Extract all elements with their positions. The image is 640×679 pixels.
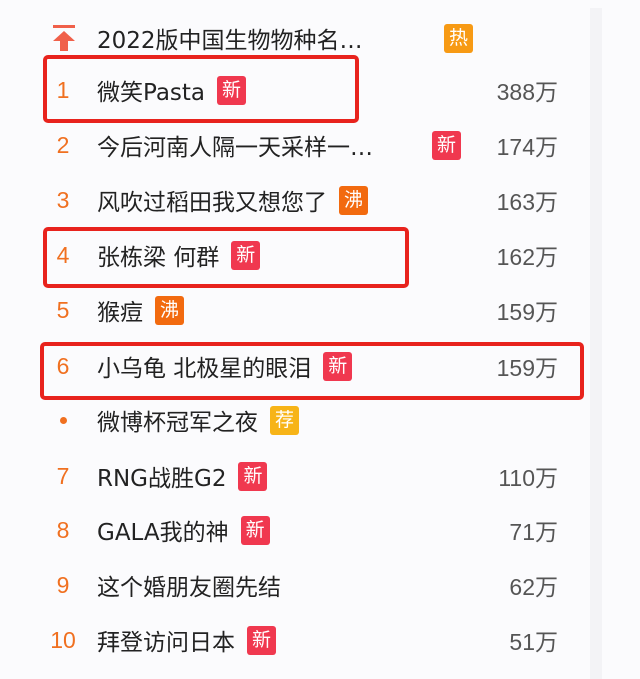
tag-badge: 新 xyxy=(323,351,353,381)
item-title[interactable]: 这个婚朋友圈先结 xyxy=(97,568,281,602)
item-title[interactable]: 微笑Pasta 新 xyxy=(97,73,247,107)
rank-number: 8 xyxy=(56,516,70,543)
heat-count: 388万 xyxy=(496,79,558,105)
hot-search-item[interactable]: 1 微笑Pasta 新 388万 xyxy=(0,63,590,117)
rank-number: 10 xyxy=(50,626,76,653)
hot-badge: 热 xyxy=(444,23,473,53)
item-title-text: 微博杯冠军之夜 xyxy=(97,410,258,436)
heat-count: 71万 xyxy=(509,519,558,545)
item-title[interactable]: 猴痘沸 xyxy=(97,293,184,327)
hot-search-item[interactable]: 2 今后河南人隔一天采样一… 新 174万 xyxy=(0,118,590,172)
tag-badge: 新 xyxy=(231,240,261,270)
heat-count: 62万 xyxy=(509,574,558,600)
item-title-text: 张栋梁 何群 xyxy=(97,245,220,271)
rank-number: 9 xyxy=(56,571,70,598)
item-title[interactable]: 今后河南人隔一天采样一… 新 xyxy=(97,128,461,162)
item-title-text: 风吹过稻田我又想您了 xyxy=(97,190,327,216)
rank-number: 2 xyxy=(56,131,70,158)
item-title-text: RNG战胜G2 xyxy=(97,466,227,492)
promoted-dot-icon xyxy=(59,416,67,424)
tag-badge: 新 xyxy=(240,515,270,545)
item-title-text: 今后河南人隔一天采样一… xyxy=(97,135,373,161)
rank-number: 1 xyxy=(56,76,70,103)
hot-search-item[interactable]: 4 张栋梁 何群新 162万 xyxy=(0,228,590,282)
item-title[interactable]: 风吹过稻田我又想您了沸 xyxy=(97,183,368,217)
item-title[interactable]: GALA我的神新 xyxy=(97,513,270,547)
rank-number xyxy=(40,416,86,424)
item-title[interactable]: 张栋梁 何群新 xyxy=(97,238,261,272)
item-title-text: 小乌龟 北极星的眼泪 xyxy=(97,356,312,382)
pin-top-icon xyxy=(53,25,75,51)
tag-badge: 沸 xyxy=(155,295,184,325)
heat-count: 159万 xyxy=(496,299,558,325)
tag-badge: 沸 xyxy=(339,185,368,215)
tag-badge: 新 xyxy=(238,461,268,491)
pinned-title-text: 2022版中国生物物种名… xyxy=(97,28,363,54)
rank-number: 5 xyxy=(56,296,70,323)
rank-number: 3 xyxy=(56,186,70,213)
hot-search-item[interactable]: 3 风吹过稻田我又想您了沸 163万 xyxy=(0,173,590,227)
heat-count: 162万 xyxy=(496,244,558,270)
tag-badge: 新 xyxy=(247,625,276,655)
hot-search-item[interactable]: 9 这个婚朋友圈先结 62万 xyxy=(0,558,590,612)
tag-badge: 荐 xyxy=(270,405,299,435)
heat-count: 159万 xyxy=(496,355,558,381)
item-title[interactable]: 拜登访问日本新 xyxy=(97,623,276,657)
item-title[interactable]: 小乌龟 北极星的眼泪新 xyxy=(97,349,353,383)
item-title-text: 拜登访问日本 xyxy=(97,630,235,656)
hot-search-item[interactable]: 10 拜登访问日本新 51万 xyxy=(0,613,590,667)
item-title-text: GALA我的神 xyxy=(97,520,229,546)
item-title-text: 猴痘 xyxy=(97,300,143,326)
hot-search-item[interactable]: 5 猴痘沸 159万 xyxy=(0,283,590,337)
heat-count: 110万 xyxy=(498,465,558,491)
tag-badge: 新 xyxy=(432,130,461,160)
scrollbar-track[interactable] xyxy=(590,8,602,679)
pinned-item[interactable]: 2022版中国生物物种名… 热 xyxy=(0,11,590,65)
item-title-text: 这个婚朋友圈先结 xyxy=(97,575,281,601)
rank-number: 4 xyxy=(56,241,70,268)
item-title[interactable]: RNG战胜G2 新 xyxy=(97,459,268,493)
heat-count: 163万 xyxy=(496,189,558,215)
heat-count: 174万 xyxy=(496,134,558,160)
rank-number: 6 xyxy=(56,352,70,379)
rank-number: 7 xyxy=(56,462,70,489)
hot-search-item[interactable]: 6 小乌龟 北极星的眼泪新 159万 xyxy=(0,339,590,393)
hot-search-item[interactable]: 微博杯冠军之夜荐 xyxy=(0,393,590,447)
heat-count: 51万 xyxy=(509,629,558,655)
hot-search-item[interactable]: 8 GALA我的神新 71万 xyxy=(0,503,590,557)
item-title-text: 微笑Pasta xyxy=(97,80,206,106)
item-title[interactable]: 微博杯冠军之夜荐 xyxy=(97,403,299,437)
hot-search-item[interactable]: 7 RNG战胜G2 新 110万 xyxy=(0,449,590,503)
pinned-title[interactable]: 2022版中国生物物种名… xyxy=(97,21,363,55)
tag-badge: 新 xyxy=(217,75,247,105)
